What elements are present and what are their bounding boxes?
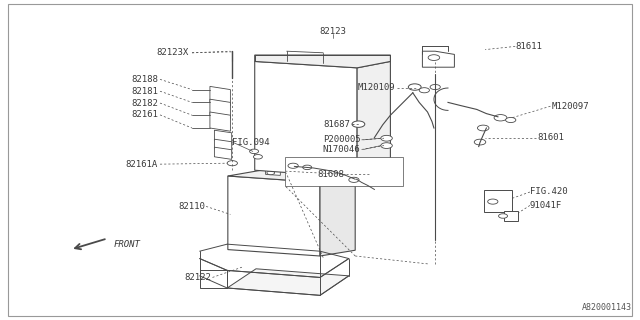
Text: M120109: M120109	[358, 83, 396, 92]
Text: A820001143: A820001143	[582, 303, 632, 312]
Text: FRONT: FRONT	[114, 240, 141, 249]
Text: 82123: 82123	[319, 28, 346, 36]
Polygon shape	[210, 112, 230, 131]
Circle shape	[288, 163, 298, 168]
Circle shape	[250, 149, 259, 154]
Polygon shape	[227, 269, 349, 295]
Polygon shape	[504, 211, 518, 221]
Polygon shape	[320, 177, 355, 256]
Polygon shape	[210, 86, 230, 106]
Text: 81608: 81608	[317, 170, 344, 179]
Circle shape	[267, 171, 275, 175]
Polygon shape	[255, 55, 390, 68]
Circle shape	[474, 139, 486, 145]
Polygon shape	[285, 157, 403, 186]
Circle shape	[428, 55, 440, 60]
Polygon shape	[422, 51, 454, 67]
Circle shape	[430, 84, 440, 90]
Polygon shape	[266, 169, 280, 175]
Circle shape	[349, 177, 359, 182]
Text: 81611: 81611	[515, 42, 542, 51]
Polygon shape	[214, 139, 232, 151]
Text: FIG.420: FIG.420	[530, 188, 568, 196]
Text: 82122: 82122	[184, 273, 211, 282]
Circle shape	[381, 135, 392, 141]
Polygon shape	[228, 176, 320, 256]
Polygon shape	[228, 170, 355, 182]
Circle shape	[419, 88, 429, 93]
Text: 82123X: 82123X	[157, 48, 189, 57]
Text: P200005: P200005	[323, 135, 360, 144]
Text: 82182: 82182	[131, 99, 158, 108]
Circle shape	[381, 143, 392, 148]
Text: 82181: 82181	[131, 87, 158, 96]
Circle shape	[303, 165, 312, 170]
Text: FIG.094: FIG.094	[232, 138, 270, 147]
Text: 82110: 82110	[178, 202, 205, 211]
Circle shape	[408, 84, 421, 90]
Circle shape	[227, 161, 237, 166]
Circle shape	[477, 125, 489, 131]
Text: 91041F: 91041F	[530, 201, 562, 210]
Circle shape	[352, 121, 365, 127]
Polygon shape	[200, 270, 227, 288]
Text: N170046: N170046	[323, 145, 360, 154]
Polygon shape	[214, 147, 232, 159]
Text: 81687: 81687	[324, 120, 351, 129]
Circle shape	[253, 155, 262, 159]
Polygon shape	[210, 99, 230, 118]
Text: M120097: M120097	[552, 102, 589, 111]
Circle shape	[499, 214, 508, 218]
Circle shape	[494, 115, 507, 121]
Circle shape	[506, 117, 516, 123]
Text: 82188: 82188	[131, 75, 158, 84]
Polygon shape	[214, 130, 232, 143]
Polygon shape	[484, 190, 512, 212]
Text: 82161: 82161	[131, 110, 158, 119]
Text: 81601: 81601	[538, 133, 564, 142]
Circle shape	[488, 199, 498, 204]
Polygon shape	[255, 61, 357, 178]
Text: 82161A: 82161A	[126, 160, 158, 169]
Polygon shape	[287, 170, 301, 176]
Polygon shape	[357, 61, 390, 178]
Circle shape	[288, 172, 296, 176]
